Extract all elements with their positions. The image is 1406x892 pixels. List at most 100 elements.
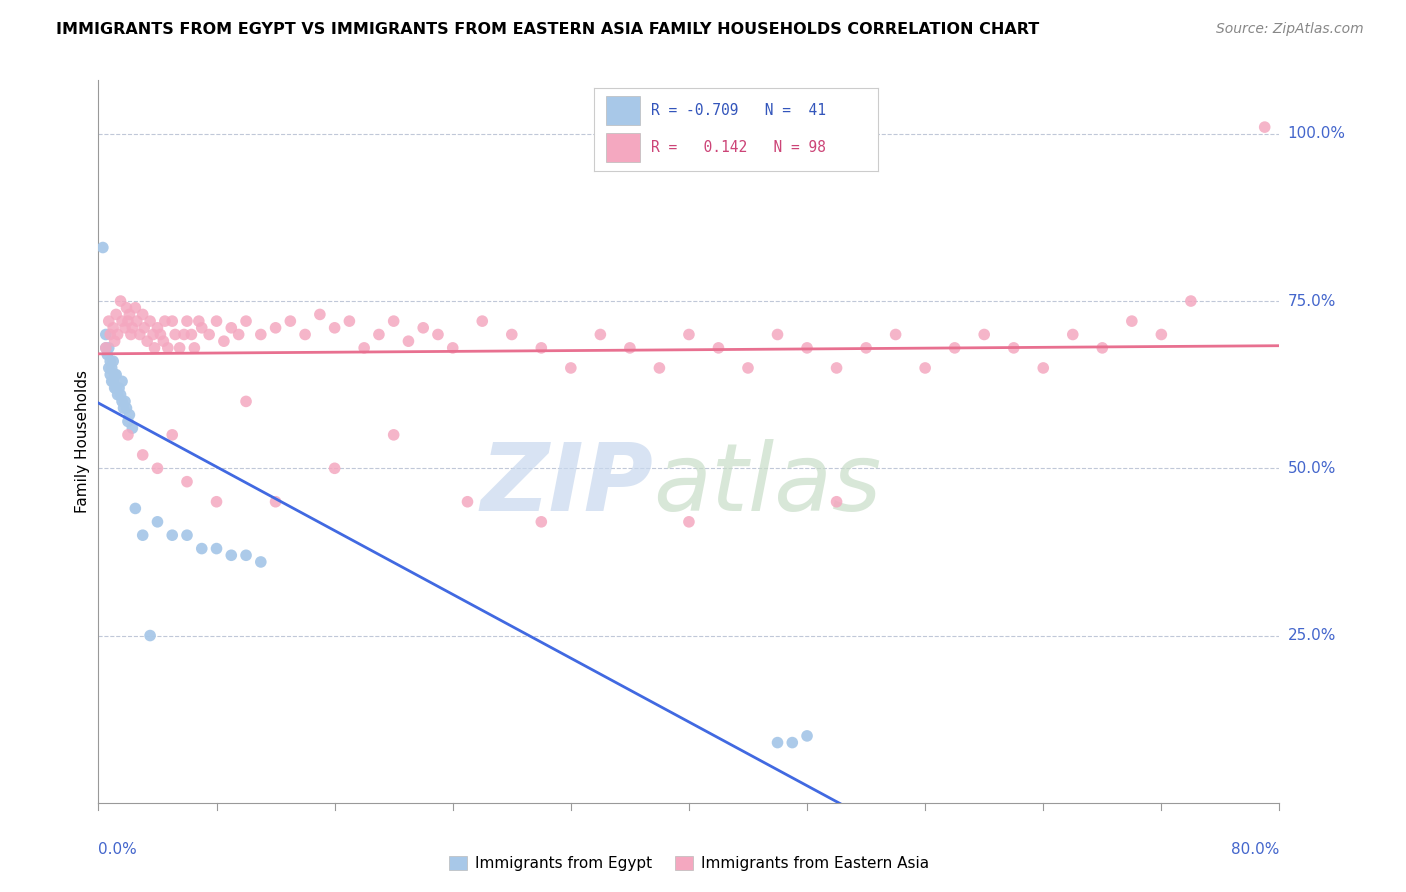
- Point: [294, 327, 316, 342]
- Point: [146, 321, 169, 335]
- Point: [132, 307, 155, 322]
- Point: [118, 307, 141, 322]
- Point: [107, 327, 129, 342]
- Point: [825, 494, 848, 508]
- Point: [619, 341, 641, 355]
- Point: [187, 314, 209, 328]
- Point: [121, 321, 143, 335]
- Point: [678, 515, 700, 529]
- Point: [221, 321, 243, 335]
- Point: [235, 314, 257, 328]
- Point: [146, 461, 169, 475]
- Point: [884, 327, 907, 342]
- Point: [766, 735, 789, 749]
- Point: [112, 401, 135, 416]
- Text: ZIP: ZIP: [481, 439, 654, 531]
- Point: [368, 327, 391, 342]
- Point: [796, 341, 818, 355]
- Point: [98, 327, 121, 342]
- Point: [94, 341, 117, 355]
- Point: [441, 341, 464, 355]
- Point: [530, 341, 553, 355]
- Point: [162, 528, 183, 542]
- Point: [309, 307, 332, 322]
- Point: [110, 294, 132, 309]
- Point: [176, 314, 198, 328]
- Text: 80.0%: 80.0%: [1232, 842, 1279, 856]
- Point: [124, 301, 146, 315]
- Point: [104, 381, 127, 395]
- Point: [132, 528, 155, 542]
- Point: [191, 541, 214, 556]
- Point: [100, 375, 122, 389]
- Point: [117, 427, 139, 442]
- Text: IMMIGRANTS FROM EGYPT VS IMMIGRANTS FROM EASTERN ASIA FAMILY HOUSEHOLDS CORRELAT: IMMIGRANTS FROM EGYPT VS IMMIGRANTS FROM…: [56, 22, 1039, 37]
- Point: [149, 327, 172, 342]
- Point: [114, 321, 136, 335]
- Point: [560, 361, 582, 376]
- Point: [115, 401, 138, 416]
- Point: [382, 314, 405, 328]
- Point: [125, 314, 148, 328]
- Point: [973, 327, 995, 342]
- Point: [120, 327, 142, 342]
- Point: [183, 341, 205, 355]
- Point: [104, 368, 127, 382]
- Point: [143, 341, 166, 355]
- Point: [105, 307, 128, 322]
- Point: [97, 314, 120, 328]
- Point: [1180, 294, 1202, 309]
- Point: [96, 348, 118, 362]
- Point: [212, 334, 235, 349]
- Point: [205, 314, 228, 328]
- Point: [132, 448, 155, 462]
- Point: [191, 321, 214, 335]
- Point: [198, 327, 221, 342]
- Point: [146, 515, 169, 529]
- Point: [427, 327, 450, 342]
- Point: [1091, 341, 1114, 355]
- Point: [353, 341, 375, 355]
- Point: [169, 341, 191, 355]
- Text: 100.0%: 100.0%: [1288, 127, 1346, 141]
- Point: [97, 361, 120, 376]
- Point: [501, 327, 523, 342]
- Point: [412, 321, 434, 335]
- Point: [173, 327, 195, 342]
- Point: [235, 548, 257, 563]
- Point: [264, 494, 287, 508]
- Point: [1032, 361, 1054, 376]
- Text: 75.0%: 75.0%: [1288, 293, 1336, 309]
- Point: [221, 548, 243, 563]
- Text: 50.0%: 50.0%: [1288, 461, 1336, 475]
- Point: [855, 341, 877, 355]
- Point: [162, 314, 183, 328]
- Point: [678, 327, 700, 342]
- Point: [117, 414, 139, 429]
- Point: [176, 528, 198, 542]
- Point: [142, 327, 165, 342]
- Point: [111, 375, 134, 389]
- Point: [250, 327, 273, 342]
- Point: [117, 314, 139, 328]
- Point: [105, 368, 128, 382]
- Point: [103, 321, 125, 335]
- Point: [107, 387, 129, 401]
- Point: [98, 368, 121, 382]
- Point: [165, 327, 187, 342]
- Point: [152, 334, 174, 349]
- Point: [94, 327, 117, 342]
- Point: [124, 501, 146, 516]
- Point: [323, 461, 346, 475]
- Point: [121, 421, 143, 435]
- Text: Source: ZipAtlas.com: Source: ZipAtlas.com: [1216, 22, 1364, 37]
- Point: [153, 314, 176, 328]
- Point: [103, 375, 125, 389]
- Point: [139, 314, 162, 328]
- Point: [648, 361, 671, 376]
- Point: [134, 321, 156, 335]
- Point: [104, 334, 127, 349]
- Point: [115, 301, 138, 315]
- Point: [205, 494, 228, 508]
- Point: [139, 628, 162, 642]
